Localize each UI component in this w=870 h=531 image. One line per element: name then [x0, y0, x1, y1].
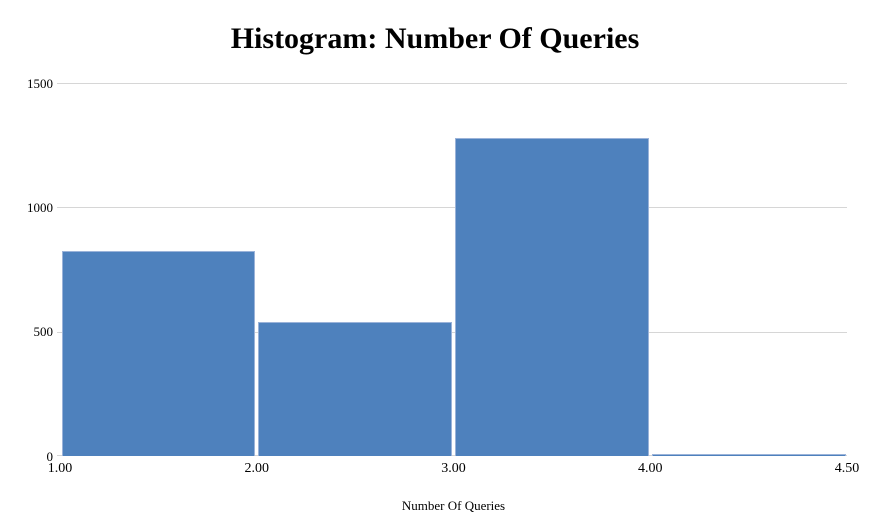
x-tick-label: 3.00	[441, 461, 466, 476]
y-tick-label: 1000	[27, 199, 53, 215]
histogram-bar	[455, 137, 649, 456]
y-tick-label: 0	[46, 448, 54, 464]
histogram-bar	[61, 250, 256, 456]
gridline	[57, 83, 847, 84]
x-tick-label: 1.00	[47, 461, 73, 476]
plot-area	[57, 83, 847, 456]
histogram-bar	[651, 453, 846, 456]
x-axis-title: Number Of Queries	[401, 498, 506, 513]
y-tick-label: 1500	[27, 75, 53, 91]
y-tick-label: 500	[33, 324, 54, 340]
gridline	[57, 331, 847, 333]
gridline	[57, 455, 847, 456]
x-tick-label: 4.00	[638, 461, 663, 476]
gridline	[57, 207, 847, 209]
x-tick-label: 2.00	[244, 461, 270, 476]
x-tick-label: 4.50	[834, 461, 860, 476]
histogram-bar	[258, 321, 452, 456]
chart-title: Histogram: Number Of Queries	[230, 22, 640, 55]
